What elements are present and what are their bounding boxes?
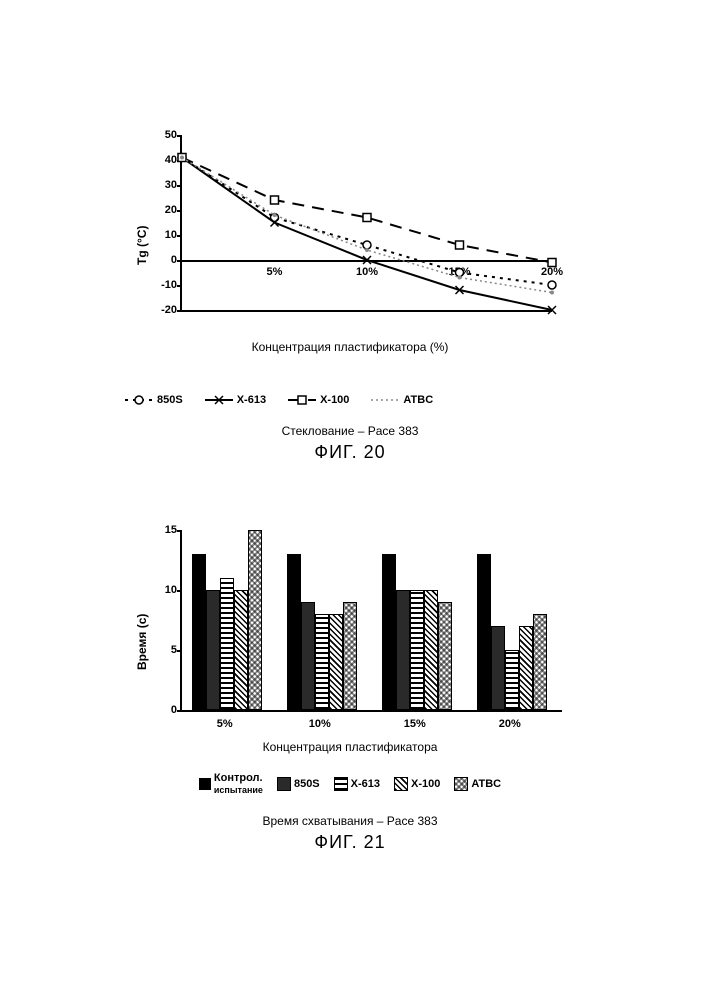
bar xyxy=(491,626,505,710)
legend-item: X-613 xyxy=(205,394,266,406)
bar xyxy=(533,614,547,710)
y-axis-label-21: Время (с) xyxy=(135,614,149,670)
y-tick: 5 xyxy=(147,644,177,656)
y-tick: 0 xyxy=(147,254,177,266)
y-tick: 50 xyxy=(147,129,177,141)
bar xyxy=(206,590,220,710)
legend-fig21: Контрол.испытание 850S X-613 X-100 ATBC xyxy=(125,772,575,796)
bar xyxy=(382,554,396,710)
bar-group xyxy=(192,530,262,710)
bar xyxy=(519,626,533,710)
legend-fig20: 850S X-613 X-100 ATBC xyxy=(125,394,575,406)
bar xyxy=(315,614,329,710)
y-tick: 30 xyxy=(147,179,177,191)
bar-group xyxy=(382,554,452,710)
bar xyxy=(301,602,315,710)
x-tick: 15% xyxy=(404,718,426,730)
y-tick: 15 xyxy=(147,524,177,536)
legend-item: X-613 xyxy=(334,772,380,796)
bar xyxy=(438,602,452,710)
x-axis-label: Концентрация пластификатора (%) xyxy=(125,340,575,354)
subtitle-fig20: Стеклование – Pace 383 xyxy=(125,424,575,438)
bar-group xyxy=(287,554,357,710)
y-tick: -10 xyxy=(147,279,177,291)
figure-20: Tg (°C) 50403020100-10-205%10%15%20% Кон… xyxy=(125,135,575,463)
bar xyxy=(234,590,248,710)
legend-item: 850S xyxy=(277,772,320,796)
bar xyxy=(248,530,262,710)
bar-chart-area: 1510505%10%15%20% xyxy=(180,530,562,712)
x-tick: 20% xyxy=(499,718,521,730)
y-tick: 0 xyxy=(147,704,177,716)
legend-item: 850S xyxy=(125,394,183,406)
bar xyxy=(220,578,234,710)
figure-21: Время (с) 1510505%10%15%20% Концентрация… xyxy=(125,530,575,853)
x-tick: 5% xyxy=(217,718,233,730)
bar xyxy=(287,554,301,710)
bar xyxy=(396,590,410,710)
legend-item: ATBC xyxy=(454,772,501,796)
y-tick: 40 xyxy=(147,154,177,166)
line-chart-area: 50403020100-10-205%10%15%20% xyxy=(180,135,552,312)
bar xyxy=(424,590,438,710)
bar xyxy=(329,614,343,710)
subtitle-fig21: Время схватывания – Pace 383 xyxy=(125,814,575,828)
bar xyxy=(477,554,491,710)
x-axis-label-21: Концентрация пластификатора xyxy=(125,740,575,754)
y-tick: 10 xyxy=(147,229,177,241)
x-tick: 10% xyxy=(309,718,331,730)
caption-fig20: ФИГ. 20 xyxy=(125,442,575,463)
bar xyxy=(505,650,519,710)
bar xyxy=(343,602,357,710)
bar-group xyxy=(477,554,547,710)
legend-item: ATBC xyxy=(371,394,433,406)
page: Tg (°C) 50403020100-10-205%10%15%20% Кон… xyxy=(0,0,707,1000)
y-tick: -20 xyxy=(147,304,177,316)
legend-item: Контрол.испытание xyxy=(199,772,263,796)
legend-item: X-100 xyxy=(288,394,349,406)
bar xyxy=(410,590,424,710)
y-tick: 20 xyxy=(147,204,177,216)
y-tick: 10 xyxy=(147,584,177,596)
legend-item: X-100 xyxy=(394,772,440,796)
bar xyxy=(192,554,206,710)
caption-fig21: ФИГ. 21 xyxy=(125,832,575,853)
